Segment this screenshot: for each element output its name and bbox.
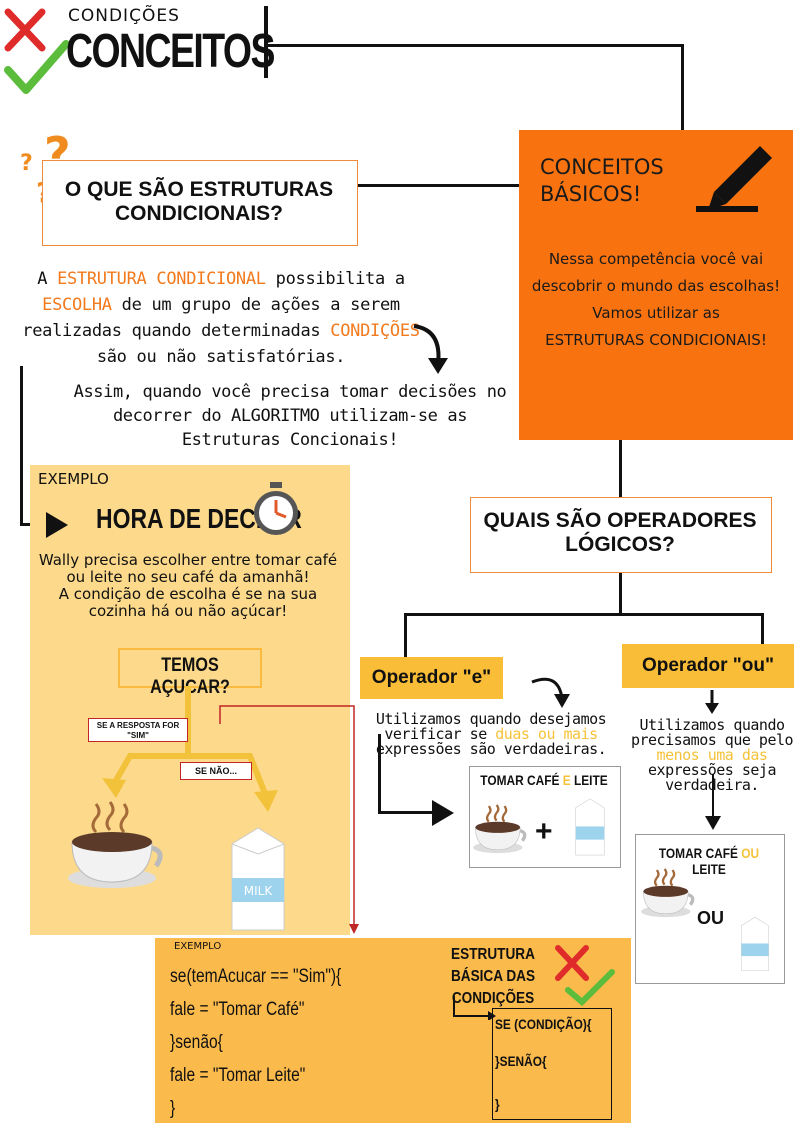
arrow-down-icon [705,816,721,830]
code-line: fale = "Tomar Leite" [170,1065,306,1086]
connector-line [20,366,23,526]
operator-ou-label: Operador "ou" [641,655,775,676]
connector-line [619,571,622,615]
stopwatch-icon [254,482,298,535]
connector-line [681,44,684,130]
connector-line [619,440,622,497]
structure-line: SE (CONDIÇÃO){ [495,1016,592,1032]
code-example-label: EXEMPLO [174,941,222,952]
x-check-small-icon [555,945,615,1007]
structure-arrow [453,996,496,1020]
operator-ou-card-title: TOMAR CAFÉ OU LEITE [658,845,760,877]
code-line: } [170,1098,176,1119]
milk-carton-icon [741,916,769,972]
arrow-right-icon [46,512,68,538]
milk-carton-icon [575,798,605,856]
x-check-logo-icon [4,8,70,94]
if-no-label: SE NÃO... [180,762,252,780]
connector-line [378,734,381,814]
operator-e-box [360,657,503,699]
operator-ou-description: Utilizamos quando precisamos que pelo me… [630,716,794,794]
structure-title: ESTRUTURA BÁSICA DAS CONDIÇÕES [450,946,536,1007]
plus-sign: + [535,815,553,848]
connector-line [266,44,684,47]
example-description: Wally precisa escolher entre tomar café … [38,551,338,620]
coffee-cup-icon [641,868,695,918]
connector-line [761,613,764,644]
if-yes-label: SE A RESPOSTA FOR "SIM" [88,718,188,742]
example-label: EXEMPLO [38,470,109,488]
coffee-cup-icon [473,804,527,854]
question-title: O QUE SÃO ESTRUTURAS CONDICIONAIS? [64,178,334,225]
question-box [42,160,358,246]
operator-e-card-title: TOMAR CAFÉ E LEITE [480,772,608,788]
milk-carton-icon: MILK [231,827,285,931]
ou-word: OU [697,908,724,928]
structure-line: }SENÃO{ [495,1053,547,1069]
connector-line [712,774,714,824]
header-small-title: CONDIÇÕES [68,6,180,26]
arrow-right-icon [432,800,454,826]
operators-title-box [470,497,772,573]
connector-line [264,6,268,78]
svg-text:?: ? [20,151,33,176]
operators-title: QUAIS SÃO OPERADORES LÓGICOS? [483,509,757,556]
connector-line [404,613,764,616]
connector-line [356,184,519,187]
code-panel [155,938,631,1123]
curved-arrow-icon [413,324,448,374]
milk-label: MILK [244,884,274,898]
structure-box [492,1008,612,1120]
operator-ou-box [622,644,794,688]
basic-concepts-body: Nessa competência você vai descobrir o m… [531,250,781,349]
structure-line: } [495,1096,500,1112]
connector-line [378,811,438,814]
pencil-icon [696,146,772,212]
assim-paragraph: Assim, quando você precisa tomar decisõe… [73,382,507,450]
operator-e-label: Operador "e" [371,667,492,688]
operator-e-description: Utilizamos quando desejamos verificar se… [375,710,607,758]
code-line: se(temAcucar == "Sim"){ [170,966,342,987]
header-big-title: CONCEITOS [66,25,275,78]
connector-line [404,613,407,657]
code-line: fale = "Tomar Café" [170,999,305,1020]
arrow-down-icon [705,690,719,714]
flow-arrows [102,686,359,934]
intro-paragraph: A ESTRUTURA CONDICIONAL possibilita a ES… [22,269,420,367]
coffee-cup-icon [68,801,163,888]
basic-concepts-title: CONCEITOS BÁSICOS! [540,155,664,206]
curved-arrow-icon [531,677,570,708]
code-line: }senão{ [170,1032,223,1053]
